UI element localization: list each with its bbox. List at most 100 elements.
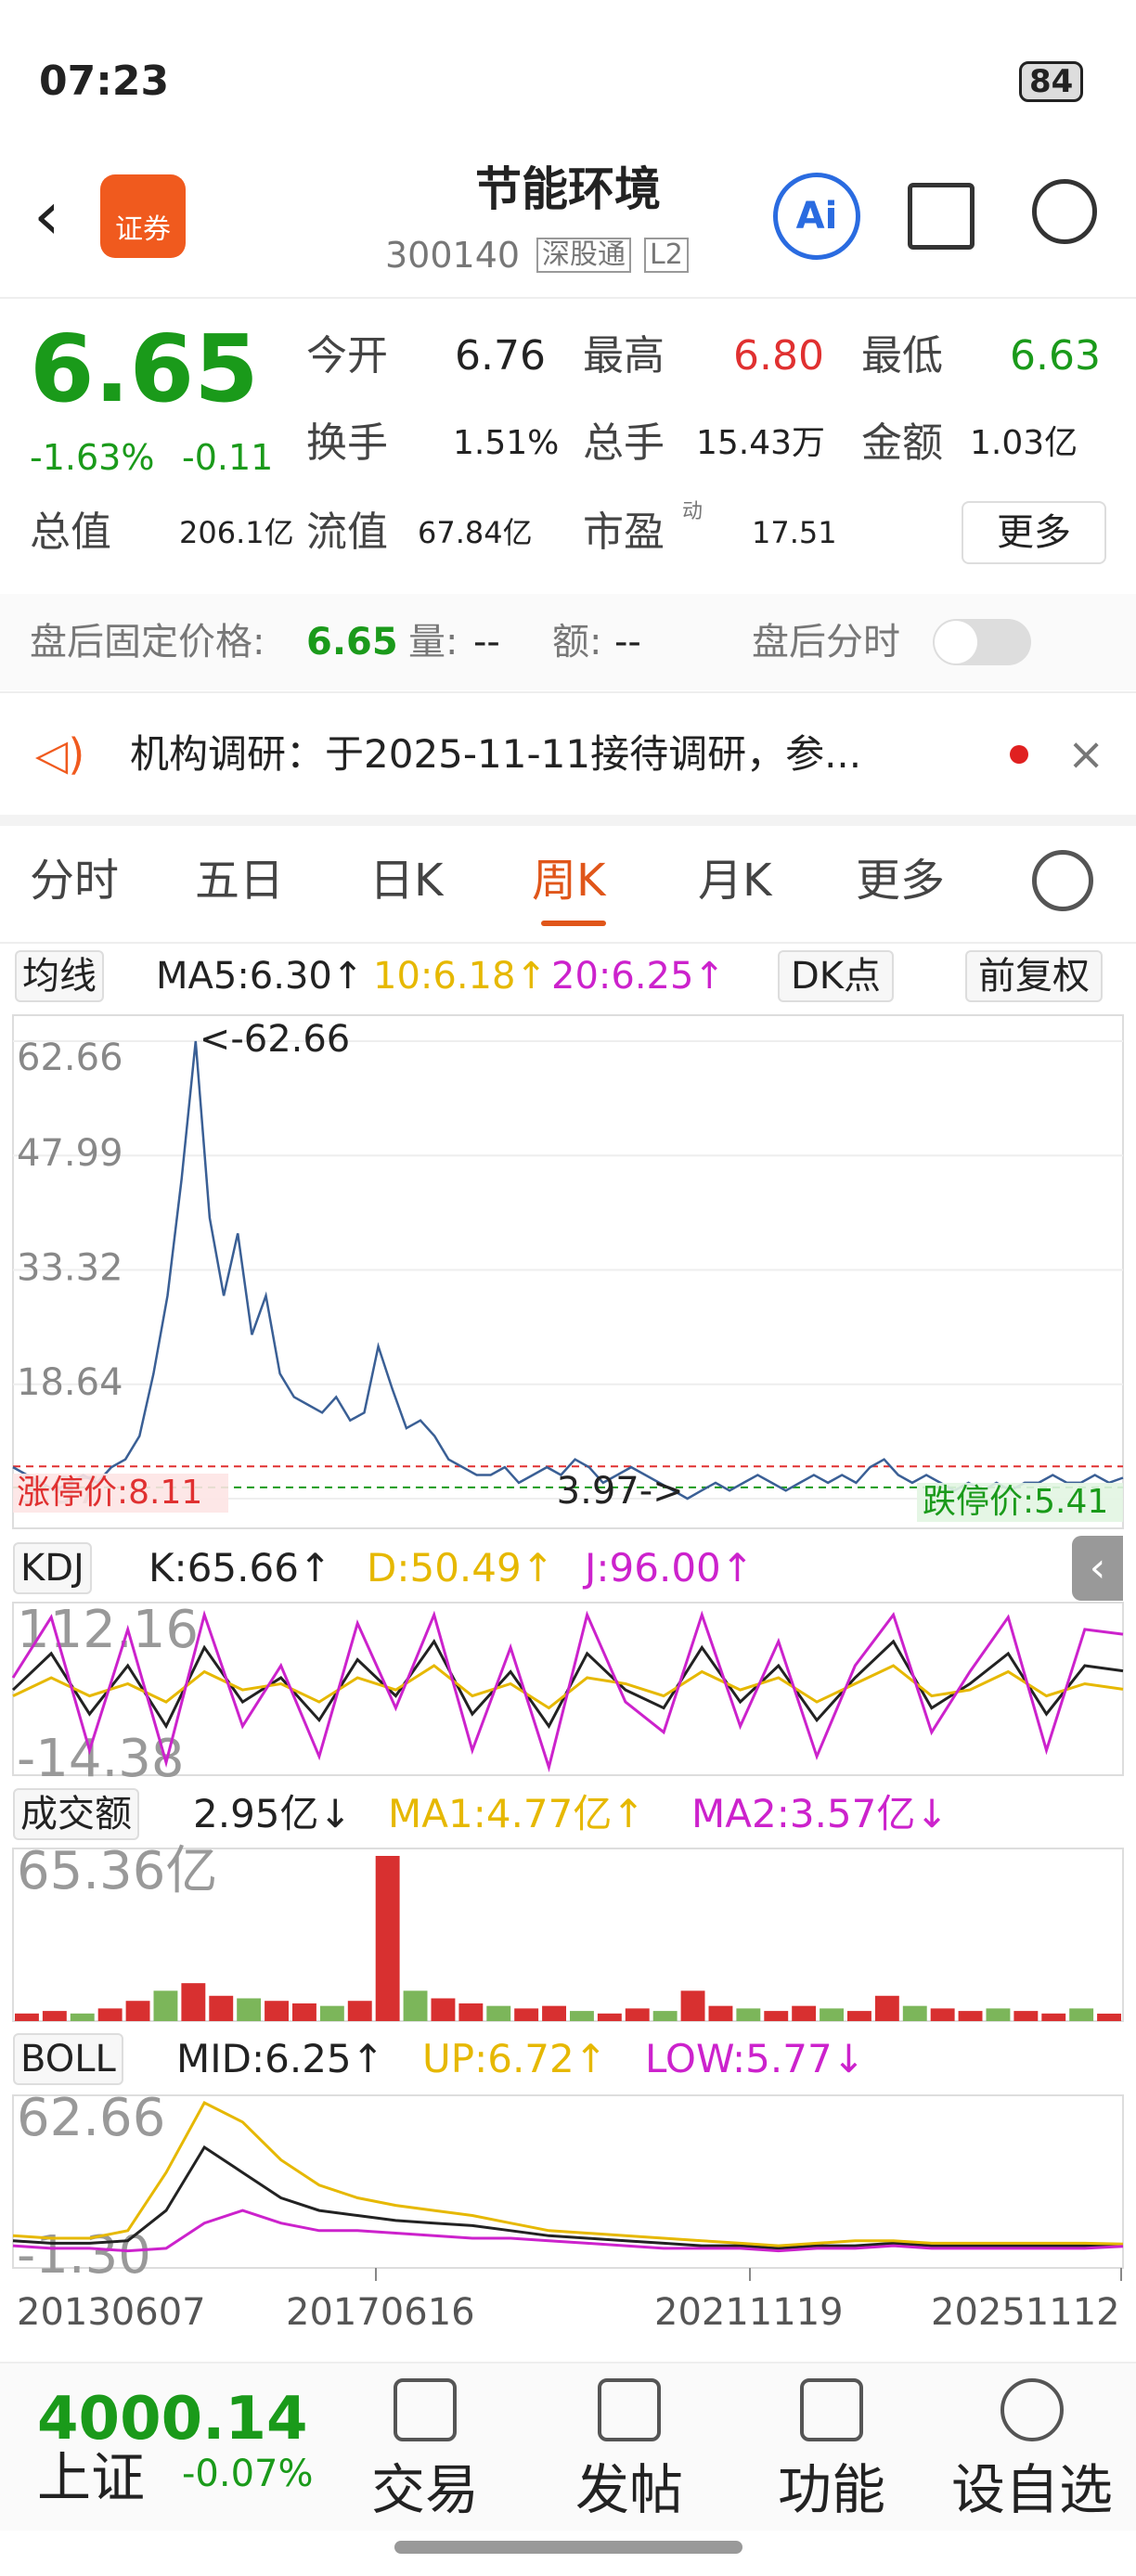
date-label: 20211119	[654, 2291, 844, 2334]
after-label: 盘后固定价格:	[30, 621, 265, 663]
back-button[interactable]: ‹	[33, 176, 60, 254]
vol-current: 2.95亿↓	[193, 1791, 352, 1836]
volume-bar	[652, 2011, 678, 2021]
volume-bar	[542, 2005, 566, 2021]
volume-bar	[265, 2001, 289, 2021]
k-label: K:65.66↑	[148, 1545, 332, 1591]
divider	[0, 297, 1136, 299]
divider	[0, 942, 1136, 944]
settings-button[interactable]	[1032, 850, 1093, 911]
red-dot	[1010, 745, 1028, 764]
change-pct: -1.63%	[30, 437, 155, 478]
speaker-icon: ◁)	[35, 729, 85, 779]
tab[interactable]: 周K	[532, 855, 606, 907]
volume-bar	[1097, 2013, 1121, 2021]
volume-bar	[153, 1990, 178, 2021]
limit-up-label: 涨停价:8.11	[17, 1474, 202, 1512]
nav-label[interactable]: 功能	[777, 2458, 886, 2521]
nav-label[interactable]: 交易	[370, 2458, 480, 2521]
tab[interactable]: 月K	[698, 855, 772, 907]
volume-bar	[97, 2008, 123, 2021]
volume-bar	[930, 2008, 955, 2021]
dk-button[interactable]: DK点	[778, 950, 895, 1002]
nav-icon[interactable]	[598, 2378, 661, 2441]
panel-frame	[12, 1848, 1124, 2022]
volume-bar	[764, 2011, 789, 2021]
volume-bar	[958, 2011, 983, 2021]
home-indicator	[394, 2541, 742, 2554]
field-label: 总值	[30, 509, 111, 556]
date-label: 20251112	[931, 2291, 1120, 2334]
ai-button[interactable]: Ai	[773, 173, 860, 260]
after-price: 6.65	[306, 621, 398, 663]
change: -0.11	[182, 437, 274, 478]
j-label: J:96.00↑	[585, 1545, 754, 1591]
field-value: 6.80	[733, 332, 824, 380]
field-label: 最低	[861, 332, 943, 380]
search-button[interactable]	[1032, 179, 1097, 244]
kdj-selector[interactable]: KDJ	[13, 1542, 92, 1594]
ma20: 20:6.25↑	[551, 955, 725, 998]
volume-bar	[181, 1983, 206, 2021]
volume-bar	[680, 1990, 705, 2021]
nav-label[interactable]: 设自选	[950, 2458, 1114, 2521]
tab[interactable]: 日K	[369, 855, 444, 907]
nav-icon[interactable]	[800, 2378, 863, 2441]
nav-icon[interactable]	[394, 2378, 457, 2441]
boll-low: LOW:5.77↓	[645, 2036, 865, 2081]
volume-bar	[1013, 2011, 1039, 2021]
stock-title: 节能环境	[475, 162, 661, 216]
notice[interactable]: 机构调研：于2025-11-11接待调研，参...	[130, 731, 862, 777]
field-label: 换手	[306, 419, 388, 467]
vol-ma1: MA1:4.77亿↑	[388, 1791, 645, 1836]
series-line	[12, 2101, 1124, 2248]
bottom-bar	[0, 2362, 1136, 2531]
share-button[interactable]	[908, 183, 975, 250]
amt: --	[614, 621, 641, 663]
battery: 84	[1019, 61, 1084, 102]
more-button[interactable]: 更多	[962, 501, 1106, 564]
nav-label[interactable]: 发帖	[574, 2458, 684, 2521]
y-tick-label: 65.36亿	[17, 1841, 217, 1901]
panel-frame	[12, 1014, 1124, 1529]
boll-up: UP:6.72↑	[422, 2036, 607, 2081]
tab[interactable]: 分时	[30, 855, 120, 907]
price: 6.65	[30, 315, 259, 423]
field-value: 1.51%	[453, 424, 560, 462]
y-tick-label: 33.32	[17, 1246, 123, 1289]
volume-bar	[375, 1856, 400, 2021]
limit-up-bg	[13, 1474, 228, 1513]
volume-bar	[486, 2005, 511, 2021]
field-label: 今开	[306, 332, 388, 380]
toggle[interactable]	[933, 619, 1031, 665]
status-time: 07:23	[39, 58, 170, 105]
volume-bar	[431, 1998, 456, 2021]
field-value: 15.43万	[696, 424, 826, 462]
volume-bar	[847, 2011, 871, 2021]
volume-bar	[902, 2005, 927, 2021]
limit-down-bg	[917, 1483, 1123, 1522]
panel-frame	[12, 2094, 1124, 2269]
date-label: 20170616	[286, 2291, 475, 2334]
stock-code: 300140	[385, 235, 521, 276]
volume-bar	[347, 2001, 372, 2021]
close-button[interactable]: ×	[1067, 728, 1105, 780]
volume-bar	[237, 1998, 262, 2021]
field-label: 市盈	[583, 509, 665, 556]
vol-selector[interactable]: 成交额	[13, 1788, 139, 1840]
tab[interactable]: 五日	[195, 855, 285, 907]
volume-bar	[986, 2008, 1011, 2021]
ma-selector[interactable]: 均线	[15, 950, 104, 1002]
level: L2	[644, 238, 689, 273]
vol-ma2: MA2:3.57亿↓	[691, 1791, 949, 1836]
index-value: 4000.14	[37, 2385, 308, 2454]
tag: 深股通	[536, 238, 631, 273]
boll-selector[interactable]: BOLL	[13, 2033, 123, 2085]
nav-icon[interactable]	[1000, 2378, 1064, 2441]
tab[interactable]: 更多	[856, 855, 946, 907]
tab-underline	[541, 921, 606, 926]
volume-bar	[597, 2013, 622, 2021]
limit-down-label: 跌停价:5.41	[923, 1483, 1108, 1521]
collapse-tab[interactable]: ‹	[1072, 1536, 1123, 1601]
adj-button[interactable]: 前复权	[965, 950, 1103, 1002]
